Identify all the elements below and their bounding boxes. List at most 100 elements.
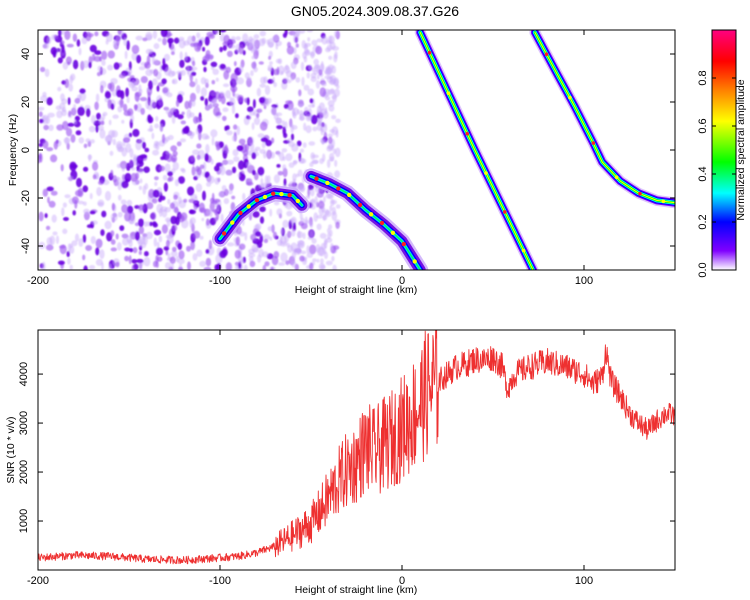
noise-speck	[76, 39, 81, 47]
y-tick-label: 3000	[18, 411, 30, 435]
noise-speck	[67, 97, 71, 105]
noise-speck	[195, 84, 201, 94]
noise-speck	[226, 50, 233, 58]
noise-speck	[269, 61, 273, 65]
noise-speck	[129, 159, 134, 167]
noise-speck	[296, 140, 302, 147]
noise-speck	[225, 125, 230, 131]
noise-speck	[139, 97, 148, 102]
noise-speck	[73, 119, 77, 125]
noise-speck	[41, 261, 46, 270]
noise-speck	[223, 198, 230, 205]
noise-speck	[288, 162, 295, 168]
noise-speck	[174, 206, 179, 214]
noise-speck	[64, 78, 70, 89]
snr-plot-area	[38, 330, 675, 565]
noise-speck	[295, 77, 301, 83]
track-hotspot	[412, 259, 417, 264]
noise-speck	[253, 66, 258, 73]
noise-speck	[281, 120, 286, 127]
noise-speck	[210, 129, 218, 138]
noise-speck	[331, 206, 336, 216]
noise-speck	[165, 239, 170, 248]
noise-speck	[162, 174, 168, 181]
noise-speck	[159, 123, 164, 132]
noise-speck	[212, 68, 219, 76]
noise-speck	[189, 73, 193, 83]
noise-speck	[237, 94, 244, 103]
noise-speck	[83, 265, 88, 270]
noise-speck	[46, 147, 54, 152]
noise-speck	[211, 192, 215, 203]
noise-speck	[193, 40, 198, 49]
noise-speck	[278, 65, 285, 76]
snr-y-axis-label: SNR (10 * v/v)	[5, 416, 17, 483]
noise-speck	[323, 196, 326, 203]
noise-speck	[71, 196, 79, 204]
noise-speck	[232, 166, 237, 174]
noise-speck	[138, 84, 142, 93]
noise-speck	[46, 186, 54, 192]
noise-speck	[299, 110, 304, 119]
noise-speck	[157, 37, 162, 42]
noise-speck	[326, 159, 331, 169]
noise-speck	[178, 266, 184, 270]
noise-speck	[316, 214, 323, 219]
noise-speck	[306, 252, 313, 258]
noise-speck	[329, 205, 333, 212]
noise-speck	[149, 99, 157, 108]
noise-speck	[127, 205, 134, 214]
noise-speck	[310, 50, 315, 59]
noise-speck	[163, 182, 168, 192]
noise-speck	[104, 220, 112, 230]
noise-speck	[136, 165, 140, 171]
x-tick-label: -200	[27, 575, 49, 587]
noise-speck	[309, 262, 314, 270]
noise-speck	[75, 130, 82, 136]
noise-speck	[53, 141, 58, 150]
noise-speck	[255, 223, 262, 231]
noise-speck	[186, 245, 191, 252]
noise-speck	[235, 236, 241, 246]
noise-speck	[97, 199, 105, 208]
noise-speck	[194, 78, 198, 85]
noise-speck	[61, 43, 65, 54]
noise-speck	[140, 107, 145, 115]
noise-speck	[99, 56, 103, 62]
noise-speck	[77, 187, 84, 198]
noise-speck	[309, 221, 314, 228]
noise-speck	[172, 150, 178, 157]
track-hotspot	[427, 50, 432, 55]
noise-speck	[73, 103, 77, 111]
noise-speck	[206, 181, 212, 187]
noise-speck	[204, 135, 210, 140]
noise-speck	[195, 183, 203, 192]
noise-speck	[82, 185, 89, 193]
noise-speck	[136, 54, 142, 64]
noise-speck	[135, 140, 143, 151]
noise-speck	[77, 200, 84, 205]
noise-speck	[205, 249, 210, 254]
noise-speck	[171, 70, 176, 76]
noise-speck	[149, 221, 153, 227]
noise-speck	[239, 243, 246, 250]
noise-speck	[183, 198, 188, 203]
noise-speck	[107, 50, 116, 59]
noise-speck	[195, 128, 200, 135]
noise-speck	[259, 121, 268, 131]
noise-speck	[117, 194, 122, 201]
noise-speck	[196, 32, 201, 39]
noise-speck	[332, 93, 337, 103]
noise-speck	[136, 258, 144, 264]
noise-speck	[120, 199, 127, 205]
track-hotspot	[591, 141, 596, 145]
noise-speck	[130, 79, 137, 88]
noise-speck	[41, 114, 49, 125]
noise-speck	[208, 239, 213, 250]
noise-speck	[161, 134, 166, 144]
noise-speck	[273, 174, 280, 184]
noise-speck	[254, 146, 261, 151]
noise-speck	[167, 198, 171, 205]
noise-speck	[327, 193, 334, 200]
noise-speck	[40, 66, 46, 73]
